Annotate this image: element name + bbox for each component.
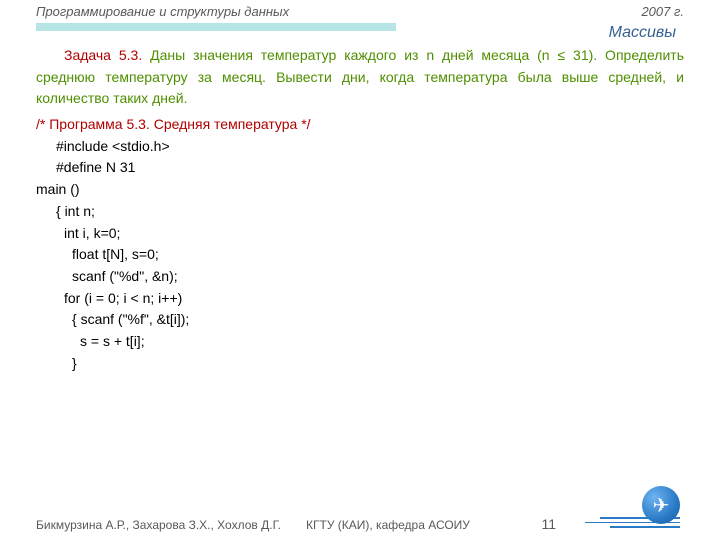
code-line: #include <stdio.h>	[36, 136, 684, 158]
header-left: Программирование и структуры данных	[36, 4, 289, 19]
header-right: 2007 г.	[641, 4, 684, 19]
code-line: { scanf ("%f", &t[i]);	[36, 309, 684, 331]
slide-header: Программирование и структуры данных 2007…	[0, 0, 720, 21]
code-line: int i, k=0;	[36, 223, 684, 245]
slide-footer: Бикмурзина А.Р., Захарова З.Х., Хохлов Д…	[36, 486, 684, 532]
program-comment: /* Программа 5.3. Средняя температура */	[36, 114, 684, 136]
code-line: scanf ("%d", &n);	[36, 266, 684, 288]
code-line: for (i = 0; i < n; i++)	[36, 288, 684, 310]
code-line: { int n;	[36, 201, 684, 223]
slide-content: Задача 5.3. Даны значения температур каж…	[36, 45, 684, 374]
footer-authors: Бикмурзина А.Р., Захарова З.Х., Хохлов Д…	[36, 518, 306, 532]
logo-circle: ✈	[642, 486, 680, 524]
code-line: s = s + t[i];	[36, 331, 684, 353]
section-accent-bar	[36, 23, 396, 31]
airplane-icon: ✈	[653, 493, 670, 518]
footer-logo-wrap: ✈	[556, 486, 684, 532]
task-label: Задача 5.3.	[64, 47, 142, 63]
section-title: Массивы	[609, 24, 676, 42]
code-line: main ()	[36, 179, 684, 201]
code-line: }	[36, 353, 684, 375]
code-line: float t[N], s=0;	[36, 244, 684, 266]
org-logo: ✈	[638, 486, 684, 532]
footer-org: КГТУ (КАИ), кафедра АСОИУ	[306, 518, 516, 532]
task-description: Задача 5.3. Даны значения температур каж…	[36, 45, 684, 110]
code-line: #define N 31	[36, 157, 684, 179]
footer-page: 11	[516, 516, 556, 532]
